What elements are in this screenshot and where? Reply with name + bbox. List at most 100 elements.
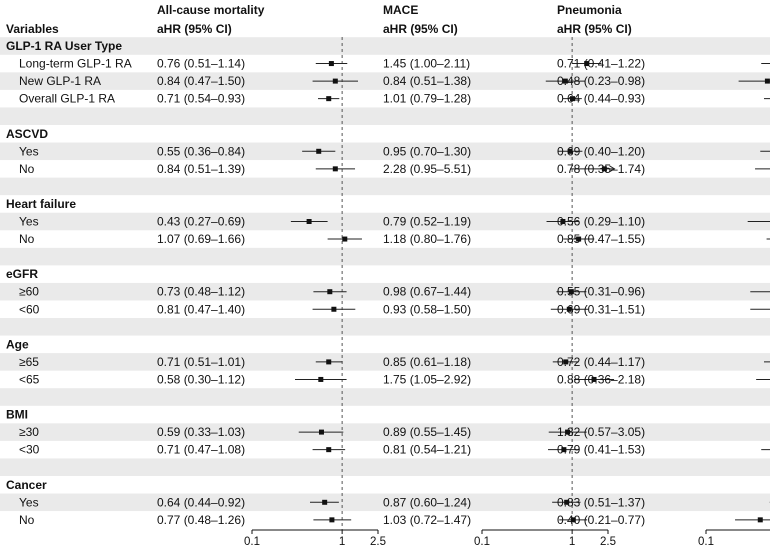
point-estimate: [565, 429, 571, 435]
x-tick-label: 2.5: [600, 536, 616, 548]
point-estimate: [318, 376, 324, 382]
group-label: eGFR: [6, 267, 38, 281]
point-estimate: [328, 61, 334, 67]
estimate-text: 0.69 (0.31–1.51): [557, 302, 645, 316]
x-tick-label: 0.1: [698, 536, 714, 548]
estimate-text: 0.88 (0.36–2.18): [557, 372, 645, 386]
row-band: [0, 247, 770, 266]
row-label: No: [19, 232, 35, 246]
point-estimate: [329, 517, 335, 523]
estimate-text: 0.81 (0.54–1.21): [383, 443, 471, 457]
col-title-3: Pneumonia: [557, 3, 622, 17]
row-label: New GLP-1 RA: [19, 74, 101, 88]
row-band: [0, 212, 770, 231]
point-estimate: [560, 219, 566, 224]
point-estimate: [332, 78, 338, 84]
estimate-text: 0.55 (0.31–0.96): [557, 285, 645, 299]
point-estimate: [601, 166, 607, 172]
estimate-text: 0.59 (0.33–1.03): [157, 425, 245, 439]
rows: GLP-1 RA User Type Long-term GLP-1 RA 0.76…: [6, 39, 770, 527]
point-estimate: [318, 429, 324, 435]
group-label: Cancer: [6, 478, 47, 492]
estimate-text: 0.71 (0.51–1.01): [157, 355, 245, 369]
row-label: <60: [19, 302, 40, 316]
point-estimate: [567, 148, 573, 154]
estimate-text: 0.40 (0.21–0.77): [557, 513, 645, 527]
x-tick-label: 1: [339, 536, 345, 548]
point-estimate: [326, 447, 332, 453]
estimate-text: 0.48 (0.23–0.98): [557, 74, 645, 88]
row-label: Yes: [19, 495, 39, 509]
estimate-text: 2.28 (0.95–5.51): [383, 162, 471, 176]
estimate-text: 0.78 (0.35–1.74): [557, 162, 645, 176]
estimate-text: 1.18 (0.80–1.76): [383, 232, 471, 246]
x-tick-label: 0.1: [244, 536, 260, 548]
point-estimate: [326, 359, 332, 365]
point-estimate: [562, 78, 568, 84]
point-estimate: [326, 96, 332, 102]
group-label: Age: [6, 337, 29, 351]
variables-header: Variables: [6, 22, 59, 36]
estimate-text: 0.58 (0.30–1.12): [157, 372, 245, 386]
x-tick-label: 0.1: [474, 536, 490, 548]
estimate-text: 0.95 (0.70–1.30): [383, 144, 471, 158]
estimate-text: 0.76 (0.51–1.14): [157, 57, 245, 71]
row-label: Overall GLP-1 RA: [19, 92, 115, 106]
x-axes: 0.112.50.112.50.112.5: [244, 529, 770, 548]
row-band: [0, 353, 770, 371]
estimate-text: 1.07 (0.69–1.66): [157, 232, 245, 246]
row-label: <65: [19, 372, 40, 386]
estimate-text: 0.64 (0.44–0.93): [557, 92, 645, 106]
x-tick-label: 1: [569, 536, 575, 548]
estimate-text: 0.77 (0.48–1.26): [157, 513, 245, 527]
estimate-text: 1.75 (1.05–2.92): [383, 372, 471, 386]
group-label: Heart failure: [6, 197, 76, 211]
row-label: ≥30: [19, 425, 39, 439]
col-title-2: MACE: [383, 3, 418, 17]
row-label: Long-term GLP-1 RA: [19, 57, 132, 71]
row-band: [0, 493, 770, 512]
point-estimate: [757, 517, 763, 523]
estimate-text: 0.64 (0.44–0.92): [157, 495, 245, 509]
point-estimate: [570, 517, 576, 523]
point-estimate: [316, 148, 322, 154]
group-label: BMI: [6, 408, 28, 422]
estimate-text: 0.85 (0.47–1.55): [557, 232, 645, 246]
row-band: [0, 388, 770, 406]
col-subtitle-3: aHR (95% CI): [557, 22, 632, 36]
row-band: [0, 458, 770, 476]
point-estimate: [342, 236, 348, 242]
estimate-text: 0.84 (0.47–1.50): [157, 74, 245, 88]
point-estimate: [331, 306, 337, 312]
row-band: [0, 142, 770, 161]
point-estimate: [327, 289, 333, 295]
col-subtitle-2: aHR (95% CI): [383, 22, 458, 36]
estimate-text: 0.85 (0.61–1.18): [383, 355, 471, 369]
estimate-text: 0.87 (0.60–1.24): [383, 495, 471, 509]
estimate-text: 0.71 (0.41–1.22): [557, 57, 645, 71]
estimate-text: 0.56 (0.29–1.10): [557, 215, 645, 229]
point-estimate: [322, 499, 328, 505]
row-band: [0, 72, 770, 90]
estimate-text: 1.03 (0.72–1.47): [383, 513, 471, 527]
estimate-text: 1.01 (0.79–1.28): [383, 92, 471, 106]
point-estimate: [570, 96, 576, 102]
point-estimate: [563, 359, 569, 365]
row-band: [0, 423, 770, 441]
estimate-text: 0.72 (0.44–1.17): [557, 355, 645, 369]
point-estimate: [764, 78, 770, 84]
point-estimate: [568, 289, 574, 295]
estimate-text: 1.32 (0.57–3.05): [557, 425, 645, 439]
point-estimate: [591, 376, 597, 382]
estimate-text: 0.98 (0.67–1.44): [383, 285, 471, 299]
row-label: No: [19, 162, 35, 176]
row-label: Yes: [19, 215, 39, 229]
estimate-text: 0.79 (0.41–1.53): [557, 443, 645, 457]
estimate-text: 0.81 (0.47–1.40): [157, 302, 245, 316]
col-title-1: All-cause mortality: [157, 3, 265, 17]
point-estimate: [306, 219, 312, 224]
ci-arrow: [609, 165, 616, 173]
row-band: [0, 282, 770, 301]
row-band: [0, 177, 770, 196]
x-tick-label: 2.5: [370, 536, 386, 548]
